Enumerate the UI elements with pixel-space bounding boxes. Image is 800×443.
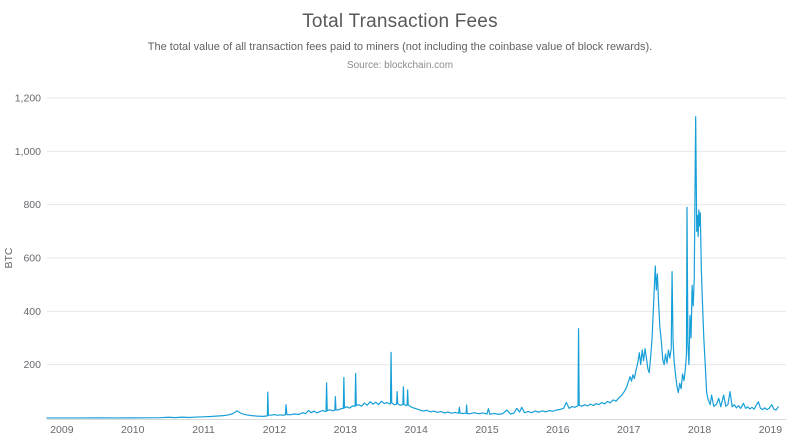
x-axis-tick-label: 2009 (50, 424, 74, 436)
y-axis-tick-label: 600 (23, 253, 41, 265)
x-axis-tick-label: 2011 (192, 424, 215, 436)
x-axis-tick-label: 2013 (334, 424, 358, 436)
y-axis-tick-label: 400 (23, 306, 41, 318)
y-axis-tick-label: 1,000 (15, 146, 41, 158)
y-axis-tick-label: 800 (23, 199, 41, 211)
chart-header: Total Transaction Fees The total value o… (0, 0, 800, 71)
chart-title: Total Transaction Fees (302, 11, 498, 32)
chart-source: Source: blockchain.com (346, 60, 454, 71)
x-axis-tick-label: 2010 (121, 424, 145, 436)
y-axis-title: BTC (3, 247, 15, 268)
x-axis-tick-label: 2018 (688, 424, 712, 436)
x-axis-tick-label: 2016 (546, 424, 570, 436)
y-axis-tick-label: 1,200 (15, 93, 41, 105)
transaction-fees-series-line (46, 116, 779, 419)
chart-subtitle: The total value of all transaction fees … (147, 41, 653, 53)
x-axis-tick-label: 2014 (404, 424, 428, 436)
y-axis-tick-label: 200 (23, 359, 41, 371)
x-axis-tick-label: 2015 (475, 424, 499, 436)
x-axis-tick-label: 2017 (617, 424, 641, 436)
x-axis-tick-label: 2019 (759, 424, 783, 436)
x-axis-tick-label: 2012 (263, 424, 287, 436)
